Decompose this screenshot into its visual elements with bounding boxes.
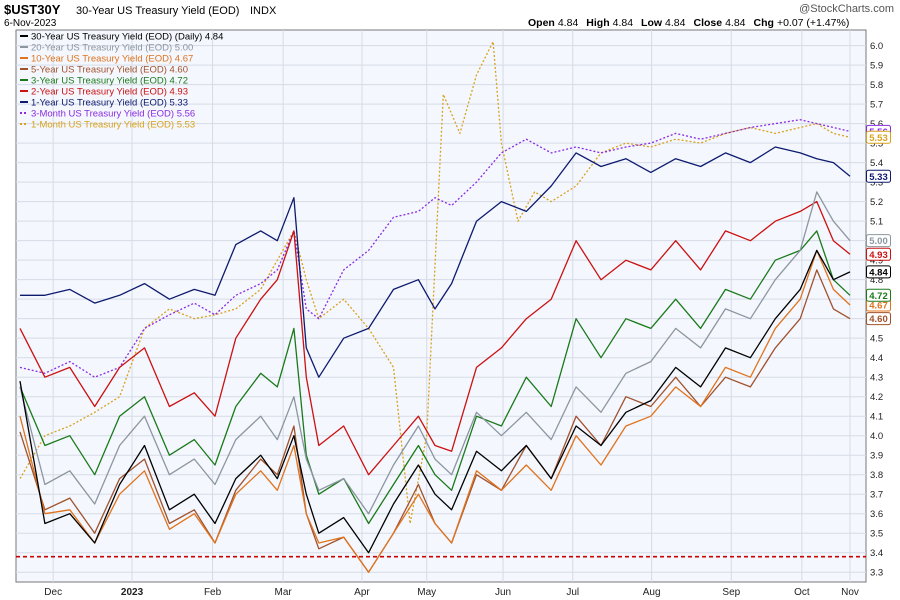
series-lines <box>19 41 851 573</box>
x-tick-label: Aug <box>643 587 661 598</box>
last-value-label: 5.53 <box>869 133 888 144</box>
legend-entry: 3-Month US Treasury Yield (EOD) 5.56 <box>31 109 195 120</box>
ohlc-value: 4.84 <box>613 17 634 29</box>
legend-entry: 30-Year US Treasury Yield (EOD) (Daily) … <box>31 32 223 43</box>
ohlc-value: +0.07 (+1.47%) <box>777 17 849 29</box>
ohlc-value: 4.84 <box>725 17 746 29</box>
symbol-label: $UST30Y <box>4 2 61 17</box>
legend: 30-Year US Treasury Yield (EOD) (Daily) … <box>20 32 223 131</box>
y-tick-label: 3.5 <box>870 529 883 540</box>
watermark: @StockCharts.com <box>799 3 894 15</box>
y-tick-label: 3.8 <box>870 470 883 481</box>
ohlc-label: High <box>586 17 609 29</box>
legend-entry: 1-Month US Treasury Yield (EOD) 5.53 <box>31 120 195 131</box>
y-tick-label: 5.2 <box>870 197 883 208</box>
x-tick-label: Jun <box>495 587 511 598</box>
gridlines <box>16 30 866 582</box>
last-value-label: 5.00 <box>869 236 888 247</box>
last-value-label: 4.84 <box>869 267 888 278</box>
y-tick-label: 4.8 <box>870 275 883 286</box>
last-value-label: 5.33 <box>869 172 888 183</box>
y-tick-label: 4.2 <box>870 392 883 403</box>
y-tick-label: 5.9 <box>870 61 883 72</box>
x-tick-label: May <box>417 587 436 598</box>
legend-entry: 5-Year US Treasury Yield (EOD) 4.60 <box>31 65 188 76</box>
x-tick-label: Sep <box>722 587 740 598</box>
plot-area <box>15 29 867 583</box>
x-tick-label: Apr <box>354 587 370 598</box>
y-tick-label: 3.9 <box>870 451 883 462</box>
series-line <box>20 146 851 378</box>
ohlc-label: Chg <box>754 17 774 29</box>
y-tick-label: 5.1 <box>870 217 883 228</box>
x-tick-label: Dec <box>44 587 62 598</box>
y-tick-label: 5.5 <box>870 139 883 150</box>
y-tick-label: 5.3 <box>870 178 883 189</box>
y-tick-label: 5.6 <box>870 119 883 130</box>
y-tick-label: 4.0 <box>870 431 883 442</box>
exchange-label: INDX <box>250 5 277 17</box>
last-value-label: 4.67 <box>869 301 888 312</box>
ohlc-value: 4.84 <box>665 17 686 29</box>
last-value-badge <box>866 130 891 144</box>
y-tick-label: 3.7 <box>870 490 883 501</box>
y-tick-label: 3.3 <box>870 568 883 579</box>
chart-date: 6-Nov-2023 <box>4 18 57 29</box>
series-line <box>19 191 851 515</box>
x-axis: Dec 2023 Feb Mar Apr May Jun Jul Aug Sep Oct Nov <box>44 587 859 598</box>
last-value-badges: 4.845.004.674.604.724.935.335.565.53 <box>866 124 891 326</box>
ohlc-label: Low <box>641 17 663 29</box>
series-line <box>19 230 851 525</box>
ohlc-label: Open <box>528 17 555 29</box>
series-line <box>19 41 851 525</box>
y-tick-label: 4.3 <box>870 373 883 384</box>
last-value-label: 4.93 <box>869 250 888 261</box>
y-tick-label: 4.4 <box>870 353 883 364</box>
x-tick-label: Jul <box>566 587 579 598</box>
legend-entry: 1-Year US Treasury Yield (EOD) 5.33 <box>31 98 188 109</box>
series-line <box>19 269 851 573</box>
legend-entry: 10-Year US Treasury Yield (EOD) 4.67 <box>31 54 193 65</box>
last-value-label: 4.72 <box>869 291 888 302</box>
last-value-badge <box>866 169 891 183</box>
series-line <box>19 249 851 573</box>
legend-entry: 20-Year US Treasury Yield (EOD) 5.00 <box>31 43 193 54</box>
series-line <box>19 200 851 476</box>
last-value-label: 4.60 <box>869 314 888 325</box>
legend-entry: 2-Year US Treasury Yield (EOD) 4.93 <box>31 87 188 98</box>
y-tick-label: 4.5 <box>870 334 883 345</box>
x-tick-label: Feb <box>204 587 222 598</box>
last-value-badge <box>866 265 891 279</box>
symbol-description: 30-Year US Treasury Yield (EOD) <box>76 5 239 17</box>
x-tick-label: 2023 <box>121 587 144 598</box>
series-line <box>19 119 851 378</box>
y-tick-label: 3.6 <box>870 509 883 520</box>
y-tick-label: 6.0 <box>870 41 883 52</box>
series-line <box>19 249 851 554</box>
x-tick-label: Oct <box>794 587 810 598</box>
x-tick-label: Mar <box>274 587 292 598</box>
y-tick-label: 5.7 <box>870 100 883 111</box>
last-value-badge <box>866 234 891 248</box>
ohlc-label: Close <box>693 17 722 29</box>
y-tick-label: 4.9 <box>870 256 883 267</box>
y-tick-label: 5.8 <box>870 80 883 91</box>
x-tick-label: Nov <box>841 587 859 598</box>
ohlc-value: 4.84 <box>558 17 579 29</box>
ohlc-readout: Open 4.84 High 4.84 Low 4.84 Close 4.84 Chg +0.07… <box>528 17 849 29</box>
plot-frame <box>15 29 867 583</box>
last-value-badge <box>866 288 891 302</box>
y-tick-label: 3.4 <box>870 548 883 559</box>
y-tick-label: 4.1 <box>870 412 883 423</box>
y-tick-label: 5.4 <box>870 158 883 169</box>
last-value-badge <box>866 247 891 261</box>
last-value-badge <box>866 312 891 326</box>
legend-entry: 3-Year US Treasury Yield (EOD) 4.72 <box>31 76 188 87</box>
